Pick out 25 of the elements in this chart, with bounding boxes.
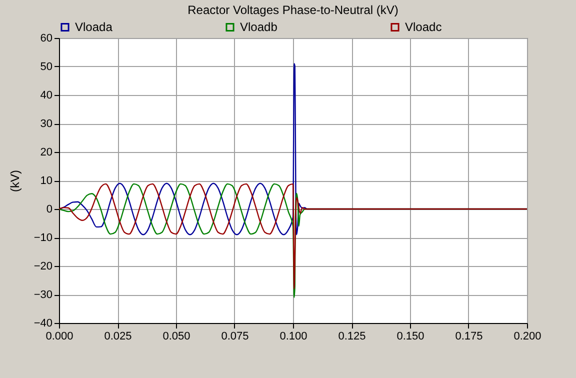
- x-tick-label: 0.125: [338, 330, 366, 342]
- y-axis-title: (kV): [8, 170, 22, 192]
- y-tick-label: 20: [40, 146, 52, 158]
- y-tick-label: 50: [40, 61, 52, 73]
- y-tick-label: −10: [34, 232, 52, 244]
- y-tick-label: 10: [40, 175, 52, 187]
- x-tick-label: 0.175: [455, 330, 483, 342]
- legend-label: Vloadb: [240, 20, 278, 34]
- y-tick-label: −40: [34, 318, 52, 330]
- y-tick-label: 40: [40, 90, 52, 102]
- y-tick-label: −30: [34, 289, 52, 301]
- y-tick-label: 0: [46, 204, 52, 216]
- y-tick-label: −20: [34, 260, 52, 272]
- chart-title: Reactor Voltages Phase-to-Neutral (kV): [188, 3, 398, 17]
- y-tick-label: 60: [40, 32, 52, 44]
- legend-label: Vloadc: [405, 20, 442, 34]
- x-tick-label: 0.150: [396, 330, 424, 342]
- y-tick-label: 30: [40, 118, 52, 130]
- legend-label: Vloada: [75, 20, 113, 34]
- x-tick-label: 0.100: [280, 330, 308, 342]
- x-tick-label: 0.200: [514, 330, 542, 342]
- x-tick-label: 0.075: [221, 330, 249, 342]
- x-tick-label: 0.025: [104, 330, 132, 342]
- x-tick-label: 0.050: [162, 330, 190, 342]
- x-tick-label: 0.000: [46, 330, 74, 342]
